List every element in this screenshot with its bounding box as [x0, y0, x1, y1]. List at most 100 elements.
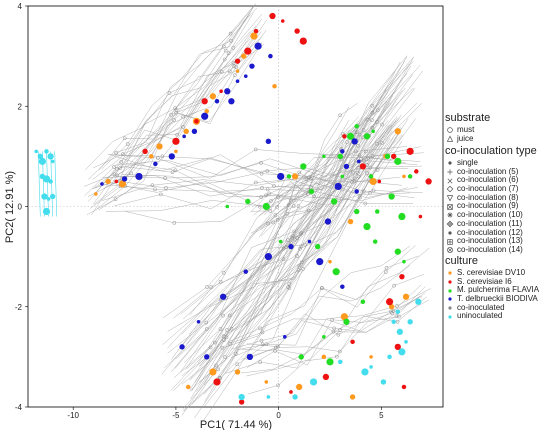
point-s-cerevisiae-i6 [194, 119, 199, 124]
trajectory-line [101, 3, 256, 170]
co-inoculated-point [121, 152, 125, 157]
point-uninoculated [361, 368, 369, 376]
legend-item-culture: T. delbrueckii BIODIVA [445, 294, 539, 304]
co-inoculated-point [115, 173, 120, 178]
co-inoculated-point [208, 345, 213, 350]
co-inoculated-point [181, 125, 185, 129]
co-inoculated-point [361, 189, 366, 194]
legend-label: co-inoculation (9) [457, 201, 519, 211]
point-t-delbrueckii-biodiva [204, 354, 210, 360]
co-inoculated-point [356, 143, 361, 148]
point-m-pulcherrima-flavia [371, 129, 375, 134]
co-inoculated-point [299, 244, 304, 249]
legend-label: juice [457, 133, 474, 143]
trajectory-line [264, 130, 350, 215]
co-inoculated-point [220, 346, 225, 350]
legend-label: S. cerevisiae DV10 [457, 268, 526, 277]
color-swatch-icon [445, 295, 455, 303]
co-inoculated-point [365, 171, 369, 175]
legend-coinoculation-title: co-inoculation type [445, 145, 537, 157]
point-uninoculated [47, 153, 54, 160]
co-inoculated-point [299, 231, 304, 235]
point-s-cerevisiae-i6 [294, 28, 300, 34]
legend-label: must [457, 125, 475, 134]
legend-item-coinoculation: co-inoculation (5) [445, 167, 537, 177]
point-s-cerevisiae-i6 [350, 339, 355, 345]
point-uninoculated [34, 149, 39, 154]
point-s-cerevisiae-i6 [322, 373, 330, 381]
point-s-cerevisiae-i6 [385, 298, 394, 306]
co-inoculated-point [114, 150, 119, 155]
co-inoculated-point [259, 171, 264, 176]
co-inoculated-point [284, 245, 288, 249]
trajectory-line [180, 56, 415, 315]
x-tick-label: -10 [67, 411, 79, 420]
point-s-cerevisiae-i6 [244, 47, 252, 55]
point-t-delbrueckii-biodiva [283, 335, 287, 339]
co-inoculated-point [169, 112, 173, 117]
co-inoculated-point [272, 184, 276, 188]
point-s-cerevisiae-i6 [414, 169, 419, 174]
legend-label: co-inoculation (8) [457, 192, 519, 202]
point-m-pulcherrima-flavia [407, 174, 413, 179]
legend-item-coinoculation: co-inoculation (13) [445, 236, 537, 246]
trajectory-line [173, 116, 398, 319]
co-inoculated-point [330, 317, 334, 322]
point-s-cerevisiae-dv10 [349, 394, 356, 400]
point-s-cerevisiae-i6 [269, 12, 276, 20]
point-s-cerevisiae-dv10 [340, 313, 348, 321]
co-inoculated-point [175, 132, 180, 137]
point-s-cerevisiae-dv10 [394, 128, 401, 135]
co-inoculated-point [125, 142, 130, 146]
co-inoculated-point [204, 327, 209, 331]
point-s-cerevisiae-dv10 [118, 180, 127, 188]
point-uninoculated [338, 359, 343, 365]
point-m-pulcherrima-flavia [262, 202, 270, 211]
point-s-cerevisiae-dv10 [369, 177, 377, 186]
trajectory-line [204, 118, 409, 403]
point-s-cerevisiae-i6 [213, 378, 221, 386]
co-inoculated-point [295, 254, 299, 258]
co-inoculated-points [112, 31, 401, 388]
co-inoculated-point [164, 186, 168, 190]
co-inoculated-point [273, 213, 278, 217]
point-t-delbrueckii-biodiva [220, 293, 227, 300]
legend-item-coinoculation: co-inoculation (8) [445, 192, 537, 203]
marker-shape-icon [445, 168, 455, 176]
co-inoculated-point [172, 221, 177, 225]
co-inoculated-point [163, 176, 168, 180]
co-inoculated-point [370, 103, 375, 108]
co-inoculated-point [276, 383, 280, 388]
co-inoculated-point [392, 283, 396, 288]
co-inoculated-point [391, 309, 396, 313]
co-inoculated-point [221, 334, 226, 339]
point-m-pulcherrima-flavia [343, 318, 350, 325]
co-inoculated-point [297, 263, 302, 268]
legend-label: co-inoculation (10) [457, 210, 523, 220]
co-inoculated-point [395, 304, 399, 308]
co-inoculated-point [221, 270, 226, 275]
co-inoculated-point [291, 204, 296, 208]
point-m-pulcherrima-flavia [363, 133, 371, 140]
co-inoculated-point [113, 197, 118, 202]
data-points [34, 12, 432, 405]
co-inoculated-point [235, 362, 240, 367]
point-t-delbrueckii-biodiva [196, 319, 201, 324]
legend-label: co-inoculation (6) [457, 175, 519, 185]
co-inoculated-point [214, 363, 218, 368]
point-t-delbrueckii-biodiva [235, 79, 240, 83]
point-s-cerevisiae-dv10 [149, 154, 154, 159]
trajectory-line [94, 31, 251, 189]
co-inoculated-point [357, 153, 362, 158]
co-inoculated-point [285, 211, 290, 216]
point-uninoculated [292, 394, 298, 400]
co-inoculated-point [355, 170, 360, 175]
point-m-pulcherrima-flavia [354, 124, 359, 129]
trajectory-line [253, 134, 359, 216]
co-inoculated-point [212, 340, 217, 345]
trajectory-line [107, 149, 406, 179]
co-inoculated-point [275, 205, 279, 209]
point-m-pulcherrima-flavia [330, 198, 338, 205]
legend-item-coinoculation: co-inoculation (7) [445, 184, 537, 194]
point-s-cerevisiae-dv10 [272, 83, 277, 89]
